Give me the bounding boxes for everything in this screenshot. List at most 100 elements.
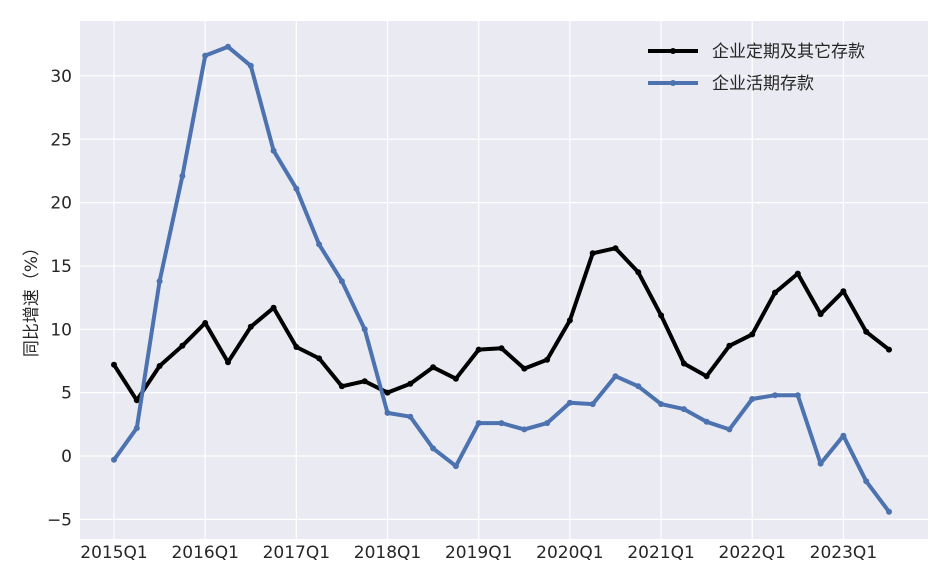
data-point <box>270 147 277 154</box>
series-lines <box>111 43 892 515</box>
data-point <box>225 359 231 366</box>
series-1 <box>111 245 892 404</box>
data-point <box>863 328 870 335</box>
data-point <box>703 418 710 425</box>
y-axis-label: 同比增速（%） <box>22 239 42 357</box>
data-point <box>111 361 117 368</box>
data-point <box>133 425 140 432</box>
x-tick-label: 2015Q1 <box>80 543 147 563</box>
data-point <box>863 478 870 485</box>
data-point <box>566 317 573 324</box>
grid <box>80 21 928 539</box>
data-point <box>635 269 642 276</box>
x-tick-label: 2023Q1 <box>810 543 877 563</box>
data-point <box>452 375 459 382</box>
data-point <box>316 241 323 248</box>
data-point <box>886 346 892 353</box>
data-point <box>384 409 391 416</box>
data-point <box>544 356 551 363</box>
data-point <box>270 304 277 311</box>
x-tick-label: 2019Q1 <box>445 543 512 563</box>
legend-label: 企业活期存款 <box>712 74 814 94</box>
data-point <box>361 326 368 333</box>
data-point <box>202 52 209 59</box>
y-tick-label: −5 <box>47 510 72 530</box>
y-tick-label: 20 <box>50 194 72 214</box>
data-point <box>521 426 528 433</box>
data-point <box>202 320 209 326</box>
x-tick-label: 2016Q1 <box>171 543 238 563</box>
data-point <box>544 420 551 427</box>
data-point <box>384 389 391 396</box>
data-point <box>749 331 756 338</box>
data-point <box>247 323 254 330</box>
data-point <box>247 62 254 69</box>
data-point <box>179 173 186 179</box>
data-point <box>430 364 437 371</box>
data-point <box>452 463 459 470</box>
data-point <box>498 420 505 427</box>
data-point <box>749 396 756 402</box>
data-point <box>817 460 824 467</box>
data-point <box>817 311 824 318</box>
data-point <box>338 383 345 390</box>
data-point <box>658 312 665 319</box>
data-point <box>407 380 414 387</box>
data-point <box>475 420 482 427</box>
data-point <box>293 185 300 192</box>
data-point <box>726 342 733 349</box>
legend-item: 企业定期及其它存款 <box>648 42 865 62</box>
x-tick-label: 2017Q1 <box>263 543 330 563</box>
data-point <box>111 456 117 463</box>
data-point <box>794 392 801 399</box>
x-tick-label: 2021Q1 <box>627 543 694 563</box>
data-point <box>225 43 231 50</box>
data-point <box>475 346 482 353</box>
data-point <box>566 399 573 406</box>
data-point <box>156 278 163 285</box>
data-point <box>726 426 733 433</box>
data-point <box>133 397 140 404</box>
y-axis-ticks: −5 0 5 10 15 20 25 30 <box>47 67 72 530</box>
data-point <box>886 508 892 515</box>
data-point <box>658 401 665 408</box>
x-tick-label: 2020Q1 <box>536 543 603 563</box>
data-point <box>772 289 778 296</box>
plot-area <box>80 21 928 539</box>
x-tick-label: 2018Q1 <box>354 543 421 563</box>
data-point <box>589 250 596 257</box>
y-tick-label: 10 <box>50 320 72 340</box>
data-point <box>498 345 505 352</box>
data-point <box>293 344 300 350</box>
series-2 <box>111 43 892 515</box>
data-point <box>316 355 323 362</box>
data-point <box>156 363 163 369</box>
data-point <box>521 365 528 372</box>
data-point <box>407 413 414 420</box>
y-tick-label: 0 <box>61 447 72 467</box>
data-point <box>635 383 642 390</box>
legend-marker <box>670 48 676 54</box>
data-point <box>703 373 710 380</box>
data-point <box>612 245 619 252</box>
y-tick-label: 25 <box>50 130 72 150</box>
y-tick-label: 30 <box>50 67 72 87</box>
data-point <box>772 392 778 399</box>
data-point <box>612 373 619 380</box>
x-tick-label: 2022Q1 <box>719 543 786 563</box>
data-point <box>338 278 345 285</box>
y-tick-label: 5 <box>61 384 72 404</box>
legend-marker <box>670 80 676 86</box>
data-point <box>794 270 801 277</box>
legend-item: 企业活期存款 <box>648 74 814 94</box>
data-point <box>430 445 437 452</box>
data-point <box>840 432 847 439</box>
data-point <box>361 378 368 385</box>
legend-label: 企业定期及其它存款 <box>712 42 865 62</box>
y-tick-label: 15 <box>50 257 72 277</box>
x-axis-ticks: 2015Q1 2016Q1 2017Q1 2018Q1 2019Q1 2020Q1 2021… <box>80 543 877 563</box>
data-point <box>680 360 687 367</box>
data-point <box>179 342 186 349</box>
